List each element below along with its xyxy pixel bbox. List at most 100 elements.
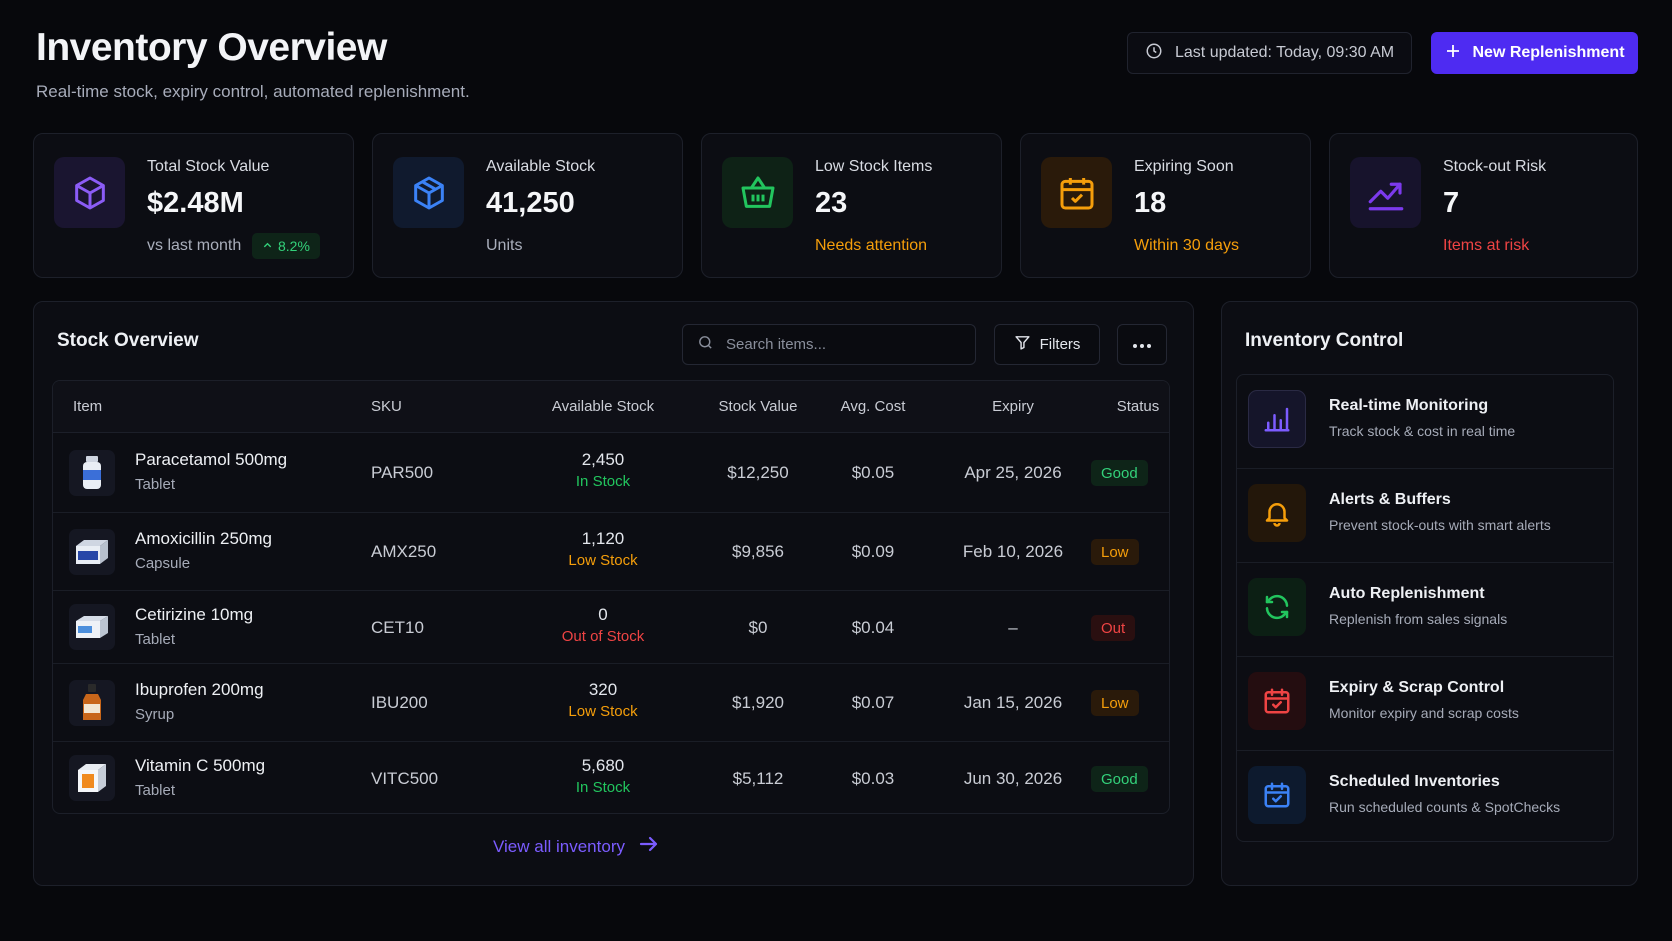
view-all-inventory-link[interactable]: View all inventory: [493, 836, 659, 857]
item-type: Tablet: [135, 631, 176, 648]
control-subtitle: Replenish from sales signals: [1329, 611, 1508, 627]
stock-value: $9,856: [732, 542, 784, 561]
inventory-control-list: Real-time Monitoring Track stock & cost …: [1236, 374, 1614, 842]
cube-icon: [54, 157, 125, 228]
box-icon: [393, 157, 464, 228]
control-title: Alerts & Buffers: [1329, 491, 1451, 508]
last-updated-text: Last updated: Today, 09:30 AM: [1175, 44, 1395, 61]
item-type: Syrup: [135, 706, 175, 723]
status-badge: Low: [1091, 690, 1139, 716]
column-header-status[interactable]: Status: [1116, 398, 1160, 415]
status-badge: Low: [1091, 539, 1139, 565]
item-name: Paracetamol 500mg: [135, 450, 288, 469]
trend-value: 8.2%: [278, 238, 310, 254]
product-thumbnail: [69, 450, 115, 496]
expiry-date: Feb 10, 2026: [962, 542, 1064, 561]
column-header-avg-cost[interactable]: Avg. Cost: [840, 398, 906, 415]
page-title: Inventory Overview: [36, 26, 387, 69]
refresh-icon: [1248, 578, 1306, 636]
stock-qty: 320: [588, 680, 618, 699]
control-item-real-time-monitoring[interactable]: Real-time Monitoring Track stock & cost …: [1237, 375, 1613, 469]
avg-cost: $0.09: [851, 542, 895, 561]
avg-cost: $0.04: [851, 618, 895, 637]
stock-value: $5,112: [732, 769, 784, 788]
stat-value: 18: [1134, 187, 1167, 219]
column-header-available-stock[interactable]: Available Stock: [551, 398, 655, 415]
column-header-sku[interactable]: SKU: [371, 398, 402, 415]
stock-qty: 5,680: [581, 756, 625, 775]
table-row[interactable]: Paracetamol 500mg Tablet PAR500 2,450 In…: [53, 433, 1169, 513]
column-header-item[interactable]: Item: [73, 398, 103, 415]
stock-state: In Stock: [575, 473, 631, 490]
item-type: Tablet: [135, 476, 176, 493]
calendar-check-icon: [1248, 672, 1306, 730]
control-subtitle: Prevent stock-outs with smart alerts: [1329, 517, 1551, 533]
control-subtitle: Run scheduled counts & SpotChecks: [1329, 799, 1561, 815]
table-row[interactable]: Amoxicillin 250mg Capsule AMX250 1,120 L…: [53, 513, 1169, 591]
item-type: Tablet: [135, 782, 176, 799]
more-options-button[interactable]: [1117, 324, 1167, 365]
last-updated: Last updated: Today, 09:30 AM: [1127, 32, 1412, 74]
expiry-date: Jun 30, 2026: [963, 769, 1063, 788]
control-title: Scheduled Inventories: [1329, 773, 1500, 790]
item-sku: VITC500: [371, 769, 439, 788]
page-subtitle: Real-time stock, expiry control, automat…: [36, 82, 470, 101]
search-input[interactable]: Search items...: [682, 324, 976, 365]
product-thumbnail: [69, 529, 115, 575]
control-title: Real-time Monitoring: [1329, 397, 1489, 414]
bell-icon: [1248, 484, 1306, 542]
available-stock-cell: 320 Low Stock: [478, 680, 728, 720]
control-subtitle: Monitor expiry and scrap costs: [1329, 705, 1519, 721]
item-type: Capsule: [135, 555, 191, 572]
control-item-expiry-scrap[interactable]: Expiry & Scrap Control Monitor expiry an…: [1237, 657, 1613, 751]
control-item-scheduled-inventories[interactable]: Scheduled Inventories Run scheduled coun…: [1237, 751, 1613, 841]
search-icon: [697, 334, 714, 355]
stock-qty: 0: [598, 605, 608, 624]
stat-sub: Needs attention: [815, 237, 928, 254]
item-name: Cetirizine 10mg: [135, 605, 254, 624]
table-row[interactable]: Cetirizine 10mg Tablet CET10 0 Out of St…: [53, 591, 1169, 664]
filters-button[interactable]: Filters: [994, 324, 1100, 365]
trend-up-icon: [1350, 157, 1421, 228]
stat-card-stockout-risk: Stock-out Risk 7 Items at risk: [1329, 133, 1638, 278]
stock-state: Low Stock: [568, 552, 638, 569]
stat-value: $2.48M: [147, 187, 244, 219]
stat-sub: Within 30 days: [1134, 237, 1239, 254]
stock-qty: 1,120: [581, 529, 625, 548]
available-stock-cell: 1,120 Low Stock: [478, 529, 728, 569]
column-header-stock-value[interactable]: Stock Value: [718, 398, 798, 415]
stat-card-available-stock: Available Stock 41,250 Units: [372, 133, 683, 278]
stat-label: Stock-out Risk: [1443, 158, 1547, 175]
stat-card-expiring-soon: Expiring Soon 18 Within 30 days: [1020, 133, 1311, 278]
stat-label: Low Stock Items: [815, 158, 933, 175]
item-name: Ibuprofen 200mg: [135, 680, 264, 699]
inventory-control-title: Inventory Control: [1245, 330, 1404, 351]
stock-value: $12,250: [727, 463, 789, 482]
column-header-expiry[interactable]: Expiry: [992, 398, 1034, 415]
control-item-auto-replenishment[interactable]: Auto Replenishment Replenish from sales …: [1237, 563, 1613, 657]
trend-badge: 8.2%: [252, 233, 320, 259]
new-replenishment-button[interactable]: New Replenishment: [1431, 32, 1638, 74]
available-stock-cell: 0 Out of Stock: [478, 605, 728, 645]
avg-cost: $0.05: [851, 463, 895, 482]
search-placeholder: Search items...: [726, 336, 827, 353]
stat-value: 23: [815, 187, 848, 219]
bar-chart-icon: [1248, 390, 1306, 448]
stat-sub: Units: [486, 237, 523, 254]
table-row[interactable]: Ibuprofen 200mg Syrup IBU200 320 Low Sto…: [53, 664, 1169, 742]
expiry-date: –: [1008, 618, 1018, 637]
view-all-label: View all inventory: [493, 836, 625, 856]
stat-label: Total Stock Value: [147, 158, 270, 175]
control-item-alerts-buffers[interactable]: Alerts & Buffers Prevent stock-outs with…: [1237, 469, 1613, 563]
control-title: Auto Replenishment: [1329, 585, 1485, 602]
stat-value: 7: [1443, 187, 1460, 219]
stat-card-total-stock-value: Total Stock Value $2.48M vs last month 8…: [33, 133, 354, 278]
product-thumbnail: [69, 755, 115, 801]
available-stock-cell: 2,450 In Stock: [478, 450, 728, 490]
arrow-up-icon: [262, 238, 273, 254]
filter-icon: [1014, 334, 1031, 355]
filters-label: Filters: [1039, 336, 1081, 353]
stock-qty: 2,450: [581, 450, 625, 469]
stat-sub: Items at risk: [1443, 237, 1530, 254]
table-row[interactable]: Vitamin C 500mg Tablet VITC500 5,680 In …: [53, 742, 1169, 813]
